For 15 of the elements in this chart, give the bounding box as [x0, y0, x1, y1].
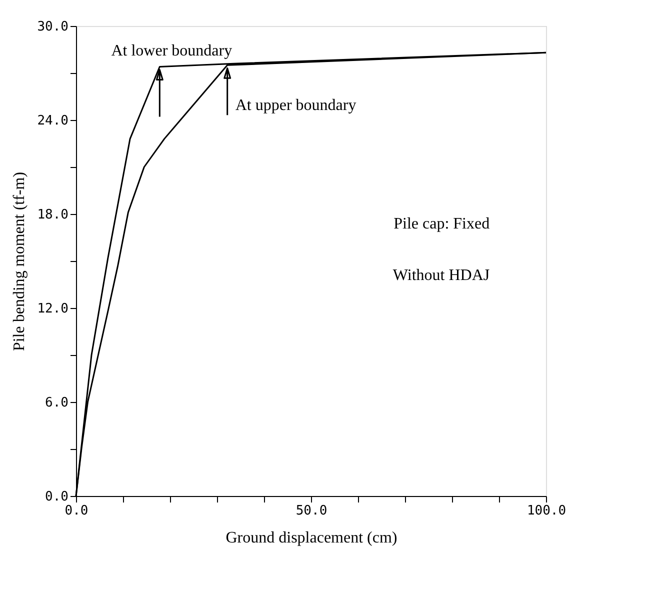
x-axis-title: Ground displacement (cm) — [226, 530, 398, 546]
y-tick-label: 12.0 — [37, 302, 68, 316]
y-tick-label: 24.0 — [37, 114, 68, 128]
y-axis-title: Pile bending moment (tf-m) — [11, 172, 28, 352]
x-tick-label: 0.0 — [64, 504, 88, 518]
x-tick-label: 100.0 — [526, 504, 566, 518]
annotation: Without HDAJ — [392, 267, 490, 284]
y-tick-label: 6.0 — [45, 396, 68, 410]
annotation: At upper boundary — [235, 97, 356, 114]
y-tick-label: 18.0 — [37, 208, 68, 222]
annotation: At lower boundary — [111, 42, 232, 60]
annotation: Pile cap: Fixed — [394, 215, 490, 232]
y-tick-label: 30.0 — [37, 20, 68, 34]
y-tick-label: 0.0 — [45, 490, 68, 504]
x-tick-label: 50.0 — [296, 504, 328, 518]
